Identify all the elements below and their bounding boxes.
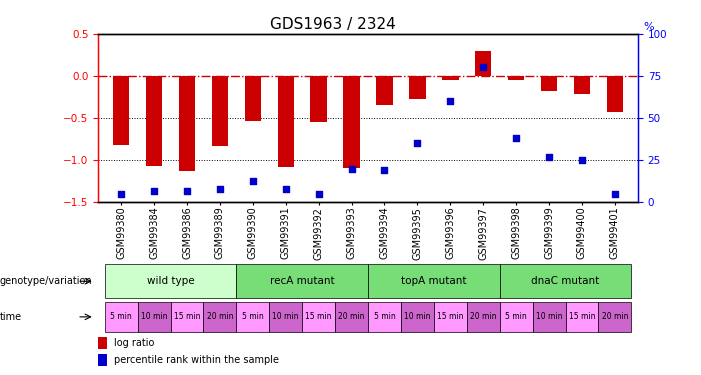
Text: 20 min: 20 min	[601, 312, 628, 321]
Text: time: time	[0, 312, 22, 322]
Text: 5 min: 5 min	[242, 312, 264, 321]
Bar	[179, 76, 196, 171]
Bar	[311, 76, 327, 122]
Text: 10 min: 10 min	[536, 312, 562, 321]
Bar	[573, 76, 590, 94]
Text: 10 min: 10 min	[273, 312, 299, 321]
Point	[510, 135, 522, 141]
Text: 5 min: 5 min	[374, 312, 395, 321]
Text: topA mutant: topA mutant	[401, 276, 467, 285]
Bar	[467, 302, 500, 332]
Text: wild type: wild type	[147, 276, 194, 285]
Point	[116, 191, 127, 197]
Text: percentile rank within the sample: percentile rank within the sample	[114, 355, 278, 365]
Text: 15 min: 15 min	[306, 312, 332, 321]
Text: 20 min: 20 min	[339, 312, 365, 321]
Point	[280, 186, 292, 192]
Text: %: %	[644, 22, 654, 32]
Bar	[606, 76, 623, 112]
Bar	[376, 76, 393, 105]
Point	[477, 64, 489, 70]
Bar	[500, 302, 533, 332]
Point	[149, 188, 160, 194]
Text: 20 min: 20 min	[207, 312, 233, 321]
Text: 10 min: 10 min	[141, 312, 168, 321]
Bar	[500, 264, 632, 298]
Bar	[236, 264, 368, 298]
Text: 5 min: 5 min	[505, 312, 527, 321]
Text: 10 min: 10 min	[404, 312, 430, 321]
Text: dnaC mutant: dnaC mutant	[531, 276, 599, 285]
Text: 20 min: 20 min	[470, 312, 496, 321]
Bar	[434, 302, 467, 332]
Point	[444, 98, 456, 104]
Bar	[343, 76, 360, 168]
Point	[543, 154, 554, 160]
Bar	[236, 302, 269, 332]
Bar	[98, 337, 107, 349]
Bar	[335, 302, 368, 332]
Bar	[368, 302, 401, 332]
Point	[313, 191, 325, 197]
Bar	[98, 354, 107, 366]
Bar	[137, 302, 170, 332]
Point	[609, 191, 620, 197]
Bar	[409, 76, 426, 99]
Text: genotype/variation: genotype/variation	[0, 276, 93, 286]
Text: log ratio: log ratio	[114, 338, 154, 348]
Bar	[533, 302, 566, 332]
Bar	[599, 302, 632, 332]
Point	[346, 166, 358, 172]
Text: 15 min: 15 min	[437, 312, 463, 321]
Bar	[104, 302, 137, 332]
Point	[379, 167, 390, 173]
Bar	[368, 264, 500, 298]
Bar	[442, 76, 458, 80]
Bar	[475, 51, 491, 76]
Text: 15 min: 15 min	[569, 312, 595, 321]
Bar	[302, 302, 335, 332]
Bar	[146, 76, 163, 166]
Bar	[212, 76, 228, 146]
Bar	[566, 302, 599, 332]
Bar	[245, 76, 261, 122]
Point	[411, 140, 423, 146]
Bar	[203, 302, 236, 332]
Point	[182, 188, 193, 194]
Bar	[269, 302, 302, 332]
Point	[576, 158, 587, 164]
Point	[215, 186, 226, 192]
Bar	[113, 76, 130, 145]
Text: 15 min: 15 min	[174, 312, 200, 321]
Text: 5 min: 5 min	[110, 312, 132, 321]
Bar	[104, 264, 236, 298]
Bar	[508, 76, 524, 80]
Point	[247, 177, 259, 183]
Bar	[401, 302, 434, 332]
Bar	[278, 76, 294, 167]
Text: GDS1963 / 2324: GDS1963 / 2324	[270, 17, 396, 32]
Text: recA mutant: recA mutant	[270, 276, 334, 285]
Bar	[540, 76, 557, 91]
Bar	[170, 302, 203, 332]
